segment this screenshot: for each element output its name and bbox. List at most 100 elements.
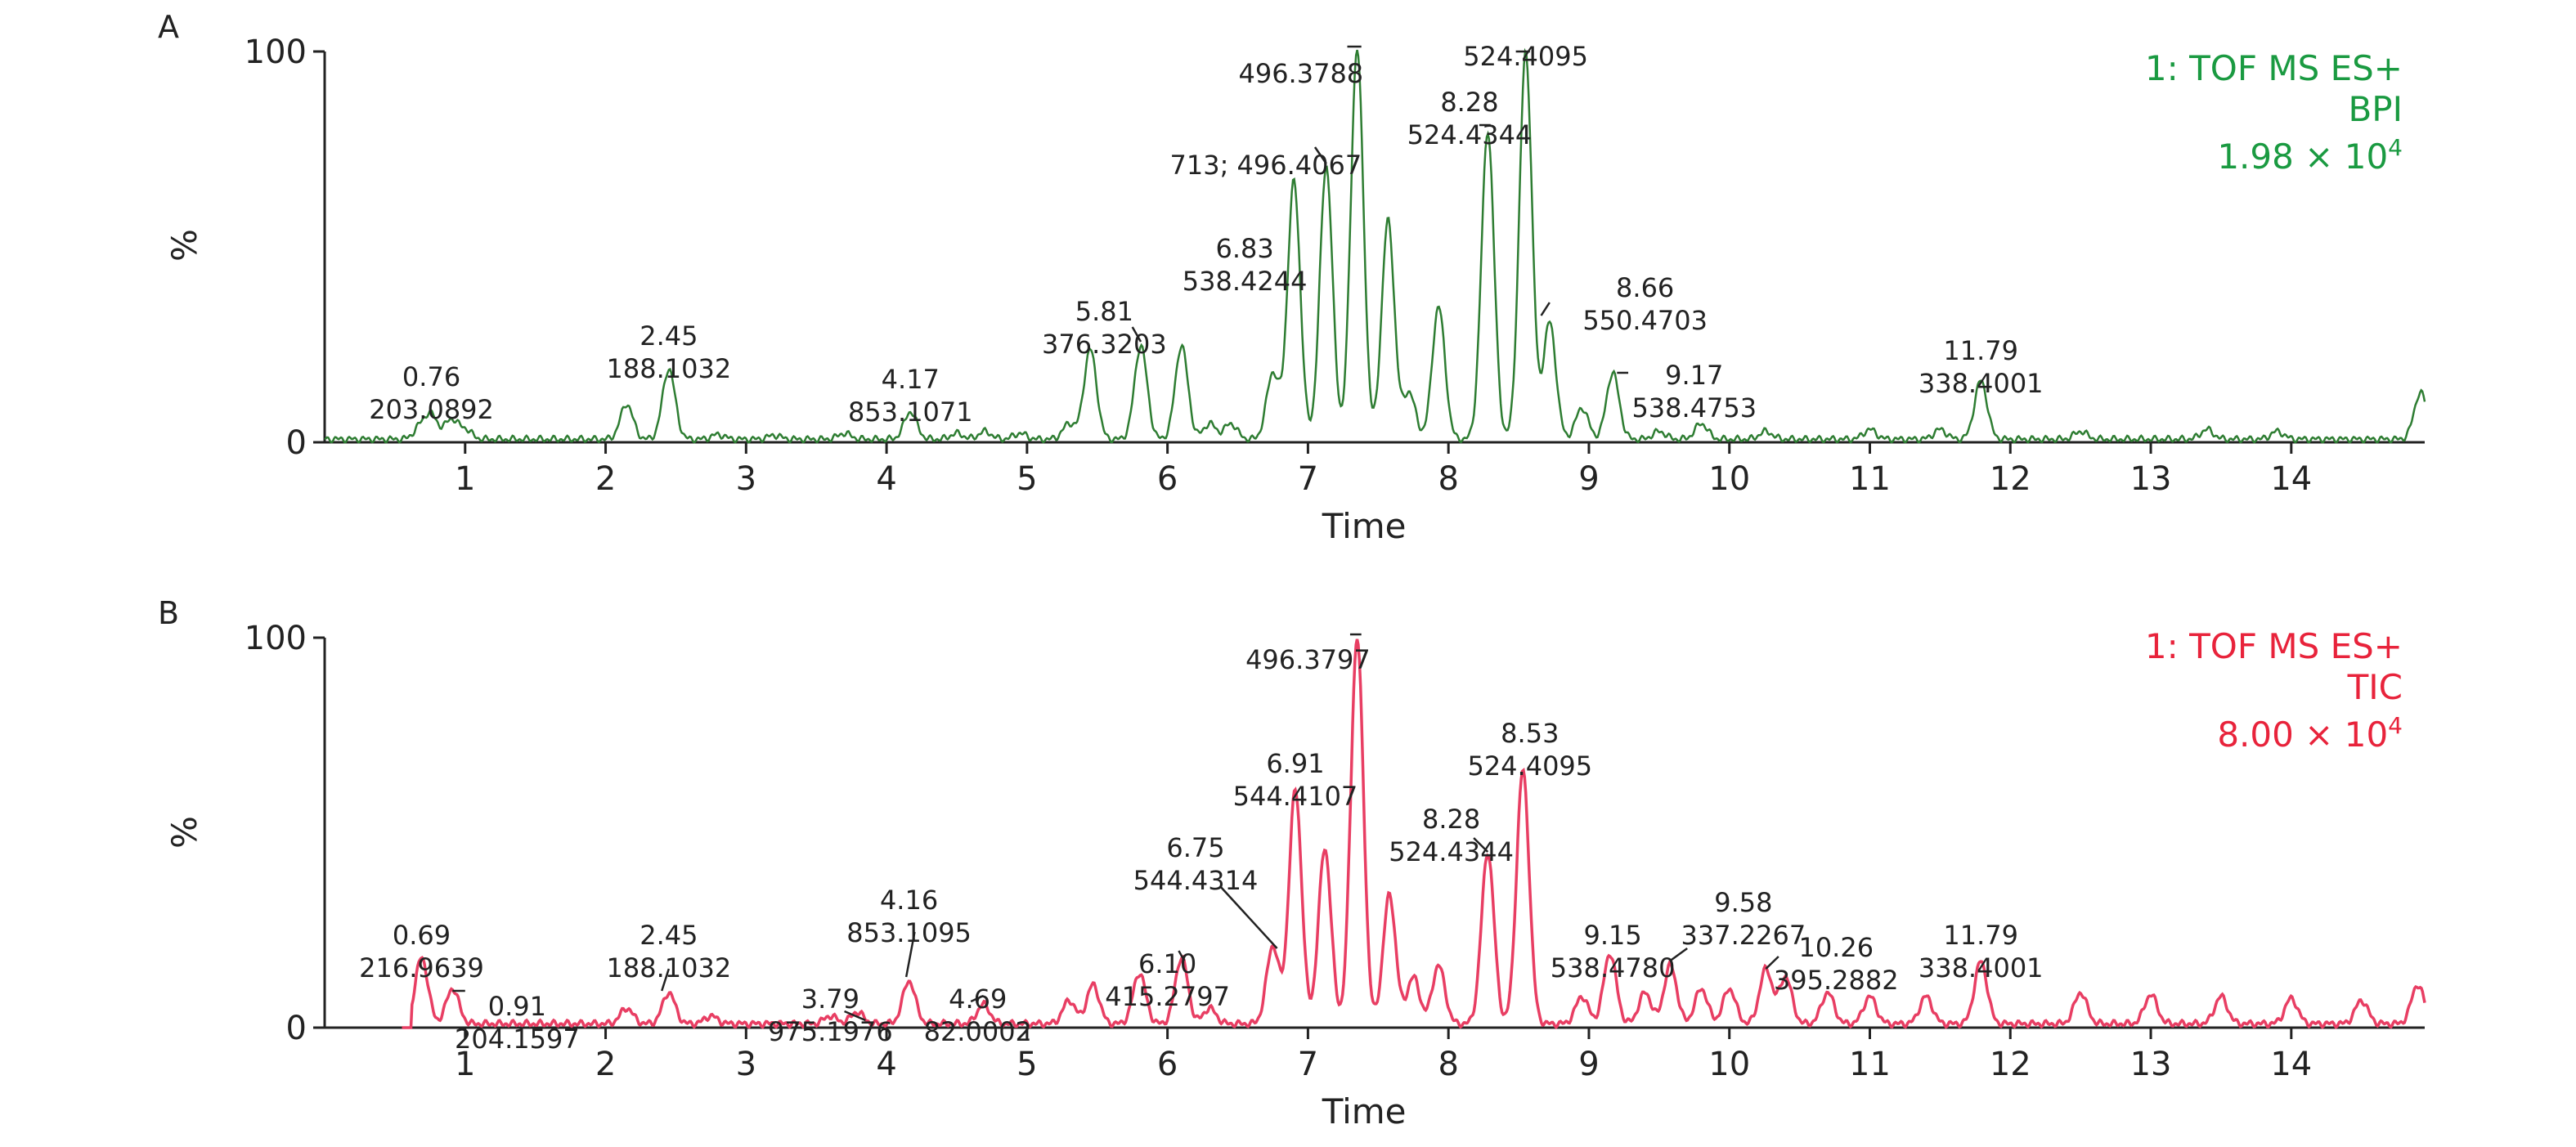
- peak-label-text: 216.9639: [359, 952, 484, 983]
- legend-line: 1: TOF MS ES+: [2145, 48, 2403, 88]
- peak-label-text: 395.2882: [1774, 965, 1899, 996]
- peak-label-text: 524.4095: [1467, 750, 1592, 782]
- peak-label-text: 496.3788: [1238, 58, 1363, 89]
- peak-label-text: 337.2267: [1681, 920, 1806, 951]
- x-tick-label: 8: [1438, 1046, 1458, 1083]
- peak-label-text: 5.81: [1075, 296, 1133, 327]
- x-tick-label: 2: [595, 1046, 616, 1083]
- x-tick-label: 6: [1157, 460, 1178, 498]
- x-tick-label: 5: [1016, 460, 1037, 498]
- peak-label-text: 8.28: [1440, 87, 1498, 118]
- peak-label-text: 376.3203: [1042, 329, 1167, 360]
- x-tick-label: 14: [2270, 460, 2312, 498]
- x-tick-label: 12: [1990, 460, 2031, 498]
- peak-leader-line: [1540, 302, 1551, 316]
- peak-leader-line: [1473, 837, 1489, 853]
- peak-label-text: 544.4107: [1233, 781, 1358, 812]
- peak-leader-line: [1178, 950, 1186, 961]
- peak-label-text: 853.1095: [846, 917, 972, 948]
- peak-label-text: 8.53: [1501, 718, 1559, 749]
- peak-label-text: 188.1032: [606, 353, 731, 384]
- peak-leader-line: [844, 1010, 866, 1022]
- x-tick-label: 5: [1016, 1046, 1037, 1083]
- peak-label-text: 853.1071: [848, 397, 973, 428]
- x-axis-label: Time: [1322, 1091, 1407, 1131]
- peak-label-text: 338.4001: [1919, 368, 2044, 399]
- peak-label-text: 11.79: [1943, 920, 2018, 951]
- peak-label-text: 9.17: [1665, 360, 1723, 391]
- chromatogram-trace: [402, 638, 2426, 1029]
- x-tick-label: 3: [736, 1046, 756, 1083]
- peak-label-text: 8.28: [1422, 804, 1480, 835]
- panel-label: A: [158, 9, 179, 45]
- x-tick-label: 2: [595, 460, 616, 498]
- x-tick-label: 13: [2130, 1046, 2172, 1083]
- peak-label-text: 415.2797: [1105, 981, 1230, 1012]
- x-tick-label: 12: [1990, 1046, 2031, 1083]
- peak-label-text: 524.4095: [1463, 41, 1588, 72]
- peak-leader-line: [1669, 947, 1688, 962]
- x-tick-label: 1: [455, 460, 475, 498]
- peak-leader-line: [1131, 326, 1142, 343]
- x-tick-label: 10: [1708, 460, 1750, 498]
- peak-label-text: 713; 496.4067: [1170, 150, 1362, 181]
- x-tick-label: 6: [1157, 1046, 1178, 1083]
- x-tick-label: 10: [1708, 1046, 1750, 1083]
- x-tick-label: 9: [1578, 460, 1599, 498]
- peak-label-text: 9.15: [1584, 920, 1642, 951]
- peak-label-text: 0.69: [393, 920, 451, 951]
- peak-label-text: 496.3797: [1245, 644, 1371, 675]
- peak-label-text: 6.83: [1215, 233, 1273, 264]
- legend-line: 1: TOF MS ES+: [2145, 626, 2403, 666]
- peak-annotation: 496.3797: [1245, 633, 1371, 675]
- peak-leader-line: [1219, 886, 1278, 949]
- peak-label-text: 538.4753: [1631, 392, 1757, 423]
- legend-line: BPI: [2348, 89, 2403, 129]
- x-tick-label: 11: [1849, 1046, 1891, 1083]
- peak-label-text: 4.16: [880, 885, 938, 916]
- x-tick-label: 3: [736, 460, 756, 498]
- peak-label-text: 8.66: [1616, 272, 1674, 303]
- peak-leader-line: [970, 994, 985, 1003]
- legend-scale-value: 8.00 × 104: [2217, 712, 2403, 755]
- peak-leader-line: [1765, 956, 1779, 970]
- peak-label-text: 188.1032: [606, 952, 731, 983]
- y-axis-label: %: [164, 229, 204, 262]
- peak-label-text: 6.75: [1166, 832, 1224, 863]
- peak-label-text: 11.79: [1943, 335, 2018, 366]
- x-tick-label: 4: [876, 1046, 896, 1083]
- peak-annotation: 713; 496.4067: [1170, 146, 1362, 181]
- x-tick-label: 7: [1298, 460, 1318, 498]
- y-tick-label: 100: [245, 620, 307, 657]
- panel-label: B: [158, 595, 179, 631]
- legend-line: TIC: [2347, 667, 2403, 707]
- peak-label-text: 3.79: [801, 983, 859, 1015]
- chromatogram-trace: [324, 47, 2426, 444]
- peak-label-text: 9.58: [1714, 887, 1772, 918]
- y-axis-label: %: [164, 816, 204, 849]
- x-tick-label: 14: [2270, 1046, 2312, 1083]
- peak-label-text: 975.1976: [768, 1016, 893, 1047]
- peak-leader-line: [904, 931, 916, 978]
- peak-label-text: 538.4780: [1551, 952, 1676, 983]
- peak-leader-line: [1313, 146, 1327, 164]
- x-tick-label: 8: [1438, 460, 1458, 498]
- x-tick-label: 4: [876, 460, 896, 498]
